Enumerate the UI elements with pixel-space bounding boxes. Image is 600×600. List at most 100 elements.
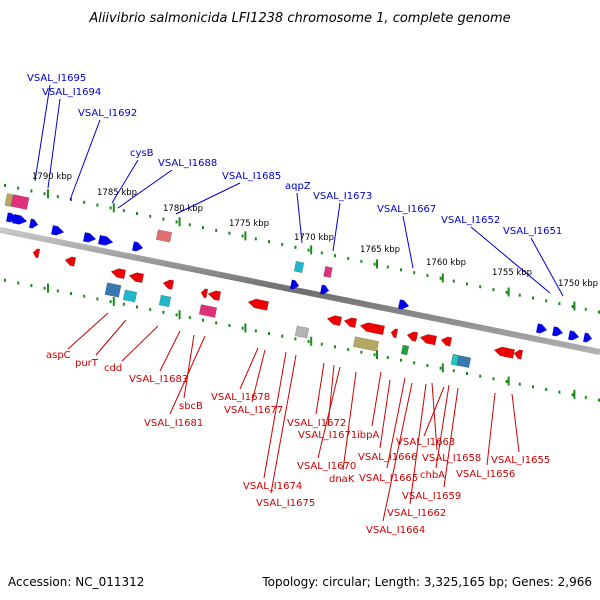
reverse-gene-arrow <box>513 349 524 360</box>
forward-label-leader <box>69 119 101 201</box>
major-tick <box>441 273 444 283</box>
minor-tick <box>334 254 336 258</box>
forward-gene-arrow <box>82 232 97 243</box>
minor-tick <box>149 214 152 218</box>
gene-label-vsal-i1664[interactable]: VSAL_I1664 <box>366 525 425 536</box>
minor-tick <box>43 286 46 290</box>
gene-label-vsal-i1694[interactable]: VSAL_I1694 <box>42 87 101 98</box>
gene-label-vsal-i1671[interactable]: VSAL_I1671 <box>298 430 357 441</box>
minor-tick <box>426 363 429 367</box>
feature-box <box>158 294 172 308</box>
minor-tick <box>122 209 125 213</box>
major-tick <box>573 389 576 399</box>
forward-gene-arrow <box>567 330 580 341</box>
reverse-gene-arrow <box>359 322 386 336</box>
forward-label-leader <box>332 202 341 252</box>
gene-label-vsal-i1663[interactable]: VSAL_I1663 <box>396 437 455 448</box>
gene-label-vsal-i1652[interactable]: VSAL_I1652 <box>441 215 500 226</box>
scale-ticks-top <box>4 183 600 314</box>
gene-label-vsal-i1666[interactable]: VSAL_I1666 <box>358 452 417 463</box>
gene-label-vsal-i1665[interactable]: VSAL_I1665 <box>359 473 418 484</box>
gene-label-vsal-i1685[interactable]: VSAL_I1685 <box>222 171 281 182</box>
gene-label-vsal-i1683[interactable]: VSAL_I1683 <box>129 374 188 385</box>
forward-gene-arrow <box>319 284 330 295</box>
gene-label-vsal-i1658[interactable]: VSAL_I1658 <box>422 453 481 464</box>
minor-tick <box>56 289 59 293</box>
gene-label-cysb[interactable]: cysB <box>130 148 154 159</box>
reverse-label-leader <box>386 377 406 469</box>
gene-label-vsal-i1681[interactable]: VSAL_I1681 <box>144 418 203 429</box>
gene-label-aqpz[interactable]: aqpZ <box>285 181 311 192</box>
minor-tick <box>571 393 574 397</box>
minor-tick <box>532 385 534 389</box>
minor-tick <box>439 366 442 370</box>
major-tick <box>47 283 49 293</box>
major-tick <box>441 363 444 373</box>
major-tick <box>376 259 378 269</box>
gene-label-vsal-i1667[interactable]: VSAL_I1667 <box>377 204 436 215</box>
forward-label-leader <box>530 237 564 297</box>
gene-label-vsal-i1659[interactable]: VSAL_I1659 <box>402 491 461 502</box>
gene-label-vsal-i1675[interactable]: VSAL_I1675 <box>256 498 315 509</box>
gene-label-vsal-i1677[interactable]: VSAL_I1677 <box>224 405 283 416</box>
gene-label-vsal-i1695[interactable]: VSAL_I1695 <box>27 73 86 84</box>
minor-tick <box>162 217 165 221</box>
minor-tick <box>254 329 257 333</box>
genome-backbone <box>0 227 600 355</box>
gene-label-vsal-i1656[interactable]: VSAL_I1656 <box>456 469 515 480</box>
minor-tick <box>149 308 152 312</box>
scale-ticks-bottom <box>4 278 600 402</box>
reverse-gene-arrow <box>128 272 145 284</box>
minor-tick <box>598 310 600 314</box>
reverse-label-leader <box>435 384 450 469</box>
gene-label-vsal-i1670[interactable]: VSAL_I1670 <box>297 461 356 472</box>
gene-label-purt[interactable]: purT <box>75 358 99 369</box>
minor-tick <box>307 248 310 252</box>
minor-tick <box>571 304 574 308</box>
minor-tick <box>558 302 561 306</box>
accession-text: Accession: NC_011312 <box>8 575 144 589</box>
gene-label-cdd[interactable]: cdd <box>104 363 122 374</box>
minor-tick <box>479 285 482 289</box>
minor-tick <box>30 189 33 193</box>
scale-label: 1790 kbp <box>32 172 72 182</box>
reverse-gene-arrow <box>162 279 175 290</box>
minor-tick <box>373 353 376 357</box>
feature-box <box>198 304 218 318</box>
minor-tick <box>136 305 138 309</box>
gene-label-vsal-i1674[interactable]: VSAL_I1674 <box>243 481 302 492</box>
major-tick <box>573 301 576 311</box>
gene-label-sbcb[interactable]: sbcB <box>179 401 203 412</box>
gene-label-vsal-i1655[interactable]: VSAL_I1655 <box>491 455 550 466</box>
gene-label-vsal-i1692[interactable]: VSAL_I1692 <box>78 108 137 119</box>
gene-label-chba[interactable]: chbA <box>420 470 445 481</box>
gene-label-vsal-i1678[interactable]: VSAL_I1678 <box>211 392 270 403</box>
forward-gene-arrow <box>397 299 410 310</box>
reverse-label-leader <box>317 366 341 459</box>
gene-label-vsal-i1662[interactable]: VSAL_I1662 <box>387 508 446 519</box>
major-tick <box>112 203 115 213</box>
minor-tick <box>202 226 204 230</box>
reverse-label-leader <box>159 330 181 372</box>
map-title: Aliivibrio salmonicida LFI1238 chromosom… <box>88 11 510 26</box>
gene-label-vsal-i1688[interactable]: VSAL_I1688 <box>158 158 217 169</box>
reverse-gene-arrow <box>493 346 516 359</box>
minor-tick <box>452 369 455 373</box>
reverse-label-leader <box>315 362 325 415</box>
gene-label-ibpa[interactable]: ibpA <box>357 430 379 441</box>
forward-gene-labels: VSAL_I1695 VSAL_I1694 VSAL_I1692 cysB VS… <box>27 73 562 237</box>
major-tick <box>507 287 510 297</box>
feature-box <box>104 282 122 298</box>
minor-tick <box>360 259 363 263</box>
gene-label-aspc[interactable]: aspC <box>46 350 71 361</box>
gene-label-vsal-i1672[interactable]: VSAL_I1672 <box>287 418 346 429</box>
minor-tick <box>307 340 310 344</box>
minor-tick <box>109 206 112 210</box>
gene-label-dnak[interactable]: dnaK <box>329 474 355 485</box>
scale-label: 1760 kbp <box>426 258 466 268</box>
label-leader-lines <box>34 84 564 522</box>
gene-label-vsal-i1651[interactable]: VSAL_I1651 <box>503 226 562 237</box>
minor-tick <box>17 186 20 190</box>
gene-label-vsal-i1673[interactable]: VSAL_I1673 <box>313 191 372 202</box>
minor-tick <box>4 278 6 282</box>
